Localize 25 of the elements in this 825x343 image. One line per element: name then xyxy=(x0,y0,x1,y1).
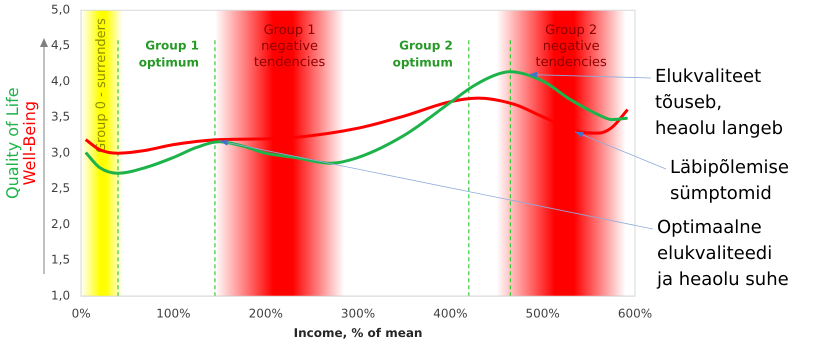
text: Well-Being xyxy=(20,101,40,186)
annotation: Elukvaliteet tõuseb, heaolu langeb xyxy=(655,65,784,141)
annotation: Optimaalne elukvaliteedi ja heaolu suhe xyxy=(657,216,789,292)
x-tick-label: 600% xyxy=(618,306,652,321)
y-tick-label: 2,0 xyxy=(50,216,70,231)
y-tick-label: 3,5 xyxy=(50,110,70,124)
y-tick-label: 1,0 xyxy=(50,288,70,302)
x-tick-label: 200% xyxy=(248,306,283,321)
x-axis-title: Income, % of mean xyxy=(294,326,422,340)
line-series xyxy=(84,96,630,155)
x-tick-label: 300% xyxy=(340,306,376,321)
y-tick-label: 4,5 xyxy=(50,38,70,52)
x-tick-label: 0% xyxy=(72,306,91,321)
x-tick-label: 400% xyxy=(433,306,468,321)
x-tick-label: 500% xyxy=(526,306,560,321)
y-tick-label: 5,0 xyxy=(50,2,70,16)
y-tick-label: 3,0 xyxy=(50,145,70,160)
y-tick-label: 4,0 xyxy=(50,74,70,88)
text: Quality of Life xyxy=(3,87,22,200)
ref-line-label: Group 2 optimum xyxy=(392,38,453,70)
x-tick-label: 100% xyxy=(156,306,191,321)
ref-line-label: Group 1 optimum xyxy=(138,38,199,70)
annotation: Läbipõlemise sümptomid xyxy=(670,156,789,206)
y-tick-label: 2,5 xyxy=(50,181,70,196)
y-tick-label: 1,5 xyxy=(50,252,70,267)
